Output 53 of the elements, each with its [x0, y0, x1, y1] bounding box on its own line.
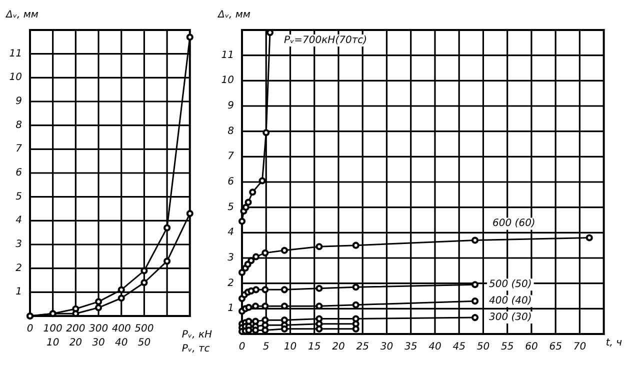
x-axis-title: Pᵥ, кН [182, 330, 212, 340]
y-tick-label: 1 [228, 303, 234, 314]
y-tick-label: 6 [16, 168, 22, 178]
y-tick-label: 9 [16, 96, 22, 107]
y-tick-label: 11 [9, 48, 22, 60]
y-tick-label: 11 [221, 50, 234, 61]
y-tick-label: 6 [228, 176, 234, 188]
y-tick-label: 7 [16, 144, 23, 155]
series-label: 400 (40) [489, 296, 532, 307]
x-tick-label: 15 [308, 342, 321, 352]
y-tick-label: 5 [228, 202, 234, 213]
x-tick-label: 500 [134, 324, 154, 334]
x-tick-label: 25 [356, 342, 369, 352]
y-axis-title: Δᵥ, мм [217, 10, 251, 20]
x-tick-label: 40 [428, 342, 442, 352]
y-tick-label: 3 [16, 239, 22, 250]
y-axis-title: Δᵥ, мм [5, 10, 39, 20]
x-tick-label: 0 [26, 324, 34, 334]
x-tick-label: 200 [66, 324, 86, 334]
y-tick-label: 1 [16, 286, 22, 298]
y-tick-label: 5 [16, 191, 22, 202]
y-tick-label: 8 [16, 120, 22, 131]
x-tick-label: 300 [88, 324, 108, 334]
y-tick-label: 2 [16, 262, 22, 274]
y-tick-label: 10 [9, 72, 22, 84]
x-tick-label: 35 [404, 342, 418, 352]
x-tick-label: 0 [238, 342, 246, 352]
y-tick-label: 8 [228, 126, 234, 137]
x-tick-label: 60 [525, 342, 538, 352]
y-tick-label: 9 [228, 100, 234, 112]
series-label: 600 (60) [492, 218, 536, 230]
x-axis-title: t, ч [606, 338, 622, 348]
x-tick-label: 20 [332, 342, 345, 352]
y-tick-label: 2 [228, 278, 234, 289]
x-tick-label: 55 [500, 342, 514, 352]
x2-axis-title: Pᵥ, тс [182, 344, 210, 354]
y-tick-label: 7 [228, 151, 235, 162]
y-tick-label: 3 [228, 252, 234, 264]
y-tick-label: 4 [228, 227, 234, 238]
x-tick-label: 5 [262, 342, 270, 352]
x-tick-label: 65 [549, 342, 562, 352]
series-label: 500 (50) [489, 279, 532, 290]
x-tick-label: 30 [380, 342, 394, 352]
y-tick-label: 4 [16, 215, 22, 226]
x-tick-label: 100 [43, 324, 62, 334]
x-tick-label: 45 [452, 342, 466, 352]
x-tick-label: 10 [284, 342, 297, 352]
x-tick-label: 70 [573, 342, 586, 352]
series-label: Pᵥ=700кН(70тс) [284, 35, 368, 46]
series-label: 300 (30) [489, 312, 532, 324]
y-tick-label: 10 [221, 75, 234, 86]
x-tick-label: 50 [476, 342, 490, 352]
x-tick-label: 400 [112, 324, 131, 334]
